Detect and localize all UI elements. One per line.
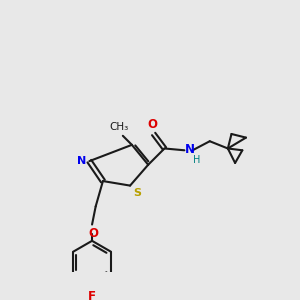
Text: S: S <box>133 188 141 198</box>
Text: F: F <box>88 290 96 300</box>
Text: N: N <box>185 143 195 156</box>
Text: N: N <box>77 156 87 166</box>
Text: O: O <box>88 227 98 240</box>
Text: H: H <box>193 155 200 165</box>
Text: CH₃: CH₃ <box>110 122 129 132</box>
Text: O: O <box>148 118 158 131</box>
